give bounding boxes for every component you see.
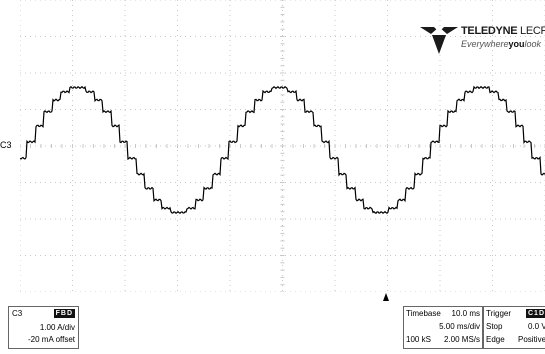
timebase-samples: 100 kS — [406, 335, 431, 344]
trigger-slope: Positive — [518, 335, 545, 344]
timebase-per-div: 5.00 ms/div — [439, 322, 480, 331]
brand-tagline: Everywhereyoulook — [461, 39, 542, 49]
timebase-sample-rate: 2.00 MS/s — [443, 335, 480, 344]
trigger-type: Edge — [486, 335, 505, 344]
trigger-level: 0.0 V — [528, 322, 545, 331]
trigger-descriptor[interactable]: Trigger C1DC Stop 0.0 V Edge Positive — [483, 306, 545, 349]
brand-name: TELEDYNE LECROY — [461, 25, 545, 37]
timebase-descriptor[interactable]: Timebase 10.0 ms 5.00 ms/div 100 kS 2.00… — [403, 306, 483, 349]
timebase-label: Timebase — [406, 309, 441, 318]
timebase-delay: 10.0 ms — [451, 309, 480, 318]
channel-marker[interactable]: C3 — [0, 140, 12, 150]
trigger-mode: Stop — [486, 322, 503, 331]
waveform-trace-c3 — [20, 85, 545, 214]
vertical-scale: 1.00 A/div — [39, 323, 75, 332]
channel-coupling-badge: FBD — [53, 309, 75, 318]
vertical-offset: -20 mA offset — [28, 335, 75, 344]
channel-name: C3 — [12, 309, 23, 318]
teledyne-lecroy-logo: TELEDYNE LECROY Everywhereyoulook — [420, 24, 545, 58]
waveform-grid — [20, 0, 545, 292]
channel-c3-descriptor[interactable]: C3 FBD 1.00 A/div -20 mA offset — [8, 306, 79, 349]
trigger-label: Trigger — [486, 309, 512, 318]
teledyne-logo-icon — [420, 27, 458, 54]
trigger-source-badge: C1DC — [526, 309, 545, 318]
trigger-position-arrow-icon[interactable] — [383, 293, 389, 301]
